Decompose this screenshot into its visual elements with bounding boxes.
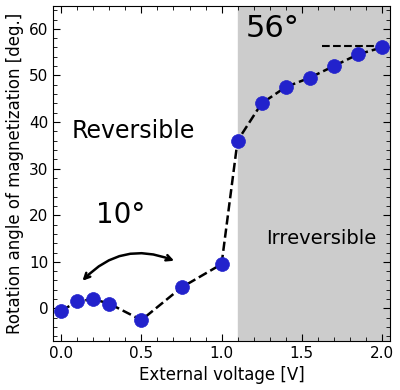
Point bbox=[74, 298, 80, 305]
Text: Reversible: Reversible bbox=[72, 119, 195, 144]
Text: 10°: 10° bbox=[96, 201, 145, 229]
Point bbox=[178, 284, 185, 291]
Point bbox=[306, 74, 313, 81]
Point bbox=[138, 317, 145, 323]
Point bbox=[58, 308, 64, 314]
Point bbox=[354, 51, 361, 58]
Point bbox=[90, 296, 96, 302]
Point bbox=[258, 100, 265, 106]
Y-axis label: Rotation angle of magnetization [deg.]: Rotation angle of magnetization [deg.] bbox=[6, 12, 24, 334]
Text: 56°: 56° bbox=[246, 14, 300, 43]
Point bbox=[282, 84, 289, 90]
Point bbox=[218, 261, 225, 267]
Point bbox=[106, 301, 113, 307]
Bar bbox=[238, 5, 400, 341]
Point bbox=[330, 63, 337, 69]
X-axis label: External voltage [V]: External voltage [V] bbox=[139, 367, 304, 385]
Point bbox=[378, 44, 385, 51]
Text: Irreversible: Irreversible bbox=[266, 229, 376, 248]
Point bbox=[234, 138, 241, 144]
